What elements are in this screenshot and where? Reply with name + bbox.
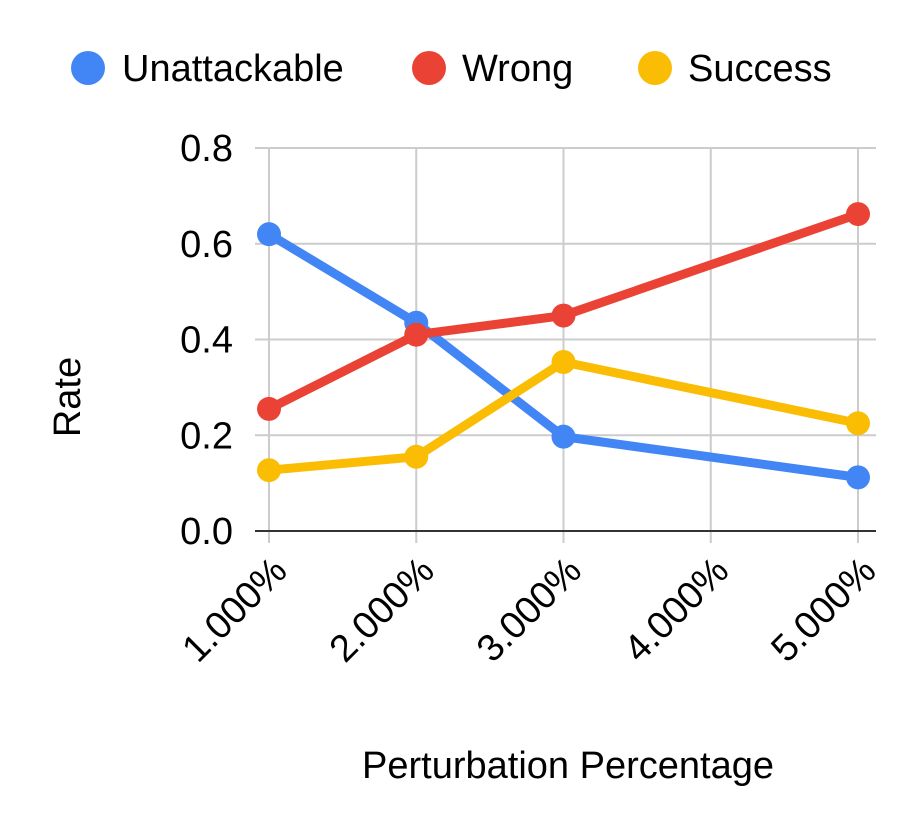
legend-marker-wrong: [412, 51, 446, 85]
x-tick-labels: 1.000% 2.000% 3.000% 4.000% 5.000%: [175, 550, 885, 671]
series-line-unattackable: [264, 229, 863, 482]
y-tick-label: 0.4: [180, 320, 233, 362]
y-axis-title: Rate: [47, 357, 89, 437]
data-point-wrong: [257, 396, 281, 421]
grid-lines: [255, 147, 876, 543]
legend-marker-unattackable: [71, 51, 105, 85]
x-tick-label: 1.000%: [175, 550, 296, 671]
legend-label-unattackable: Unattackable: [122, 48, 344, 90]
x-tick-label: 5.000%: [764, 550, 885, 671]
x-axis-title: Perturbation Percentage: [362, 745, 774, 787]
data-point-unattackable: [257, 222, 281, 247]
data-point-unattackable: [551, 424, 576, 449]
y-tick-label: 0.0: [180, 511, 233, 553]
y-tick-label: 0.2: [180, 415, 233, 457]
series-line-wrong: [264, 209, 863, 414]
data-point-unattackable: [846, 465, 870, 490]
y-tick-labels: 0.0 0.2 0.4 0.6 0.8: [180, 128, 233, 553]
data-point-wrong: [846, 202, 870, 227]
data-point-success: [257, 458, 281, 483]
data-point-success: [404, 444, 429, 469]
series-lines: [257, 202, 870, 490]
y-tick-label: 0.8: [180, 128, 233, 170]
x-tick-label: 4.000%: [616, 550, 737, 671]
data-point-success: [551, 350, 576, 375]
legend-marker-success: [638, 51, 672, 85]
data-point-wrong: [551, 303, 576, 328]
legend-label-success: Success: [688, 48, 832, 90]
series-line-success: [264, 357, 863, 475]
y-tick-label: 0.6: [180, 224, 233, 266]
x-tick-label: 3.000%: [469, 550, 590, 671]
data-point-success: [846, 411, 870, 436]
data-point-wrong: [404, 322, 429, 347]
legend: Unattackable Wrong Success: [71, 48, 832, 90]
x-tick-label: 2.000%: [322, 550, 443, 671]
legend-label-wrong: Wrong: [462, 48, 573, 90]
